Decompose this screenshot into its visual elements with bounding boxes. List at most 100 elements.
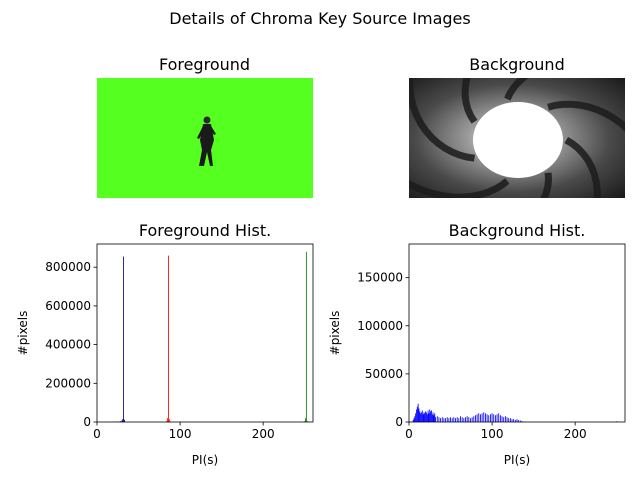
- background-bar: [418, 404, 419, 422]
- foreground-xtick-label: 200: [252, 427, 275, 441]
- background-bar: [453, 417, 454, 422]
- background-bar: [492, 413, 493, 422]
- background-bar: [440, 418, 441, 422]
- background-bar: [493, 414, 494, 422]
- background-bar: [468, 417, 469, 422]
- background-bar: [437, 416, 438, 422]
- foreground-ytick-label: 0: [83, 415, 91, 429]
- foreground-bar: [305, 418, 306, 422]
- background-bar: [517, 419, 518, 422]
- background-bar: [443, 418, 444, 422]
- background-bar: [414, 416, 415, 422]
- background-xlabel: PI(s): [504, 453, 530, 467]
- background-ylabel: #pixels: [328, 311, 342, 356]
- background-bar: [442, 417, 443, 422]
- background-bar: [427, 414, 428, 422]
- background-bar: [416, 409, 417, 422]
- background-bar: [497, 414, 498, 422]
- foreground-hist-title: Foreground Hist.: [139, 221, 271, 240]
- background-bar: [510, 418, 511, 422]
- background-bar: [483, 412, 484, 422]
- background-ytick-label: 150000: [357, 271, 403, 285]
- background-ytick-label: 50000: [365, 367, 403, 381]
- background-bar: [460, 416, 461, 422]
- background-bar: [419, 409, 420, 422]
- background-ytick-label: 0: [395, 415, 403, 429]
- background-axes-frame: [409, 244, 625, 422]
- background-bar: [430, 411, 431, 422]
- background-bar: [457, 417, 458, 422]
- foreground-ytick-label: 600000: [45, 299, 91, 313]
- background-bar: [495, 415, 496, 422]
- background-bar: [503, 417, 504, 422]
- foreground-ylabel: #pixels: [16, 311, 30, 356]
- background-bar: [473, 416, 474, 422]
- background-bar: [432, 414, 433, 422]
- foreground-bar: [123, 257, 124, 422]
- foreground-histogram: Foreground Hist. 0 100 200 0 200000 400000 6000…: [16, 221, 313, 467]
- background-bar: [490, 414, 491, 422]
- background-bar: [438, 417, 439, 422]
- foreground-bar: [122, 419, 123, 422]
- background-bar: [419, 411, 420, 422]
- background-bar: [508, 418, 509, 422]
- background-bar: [429, 409, 430, 422]
- foreground-ytick-label: 200000: [45, 376, 91, 390]
- background-bar: [435, 417, 436, 422]
- foreground-bar: [306, 252, 307, 422]
- background-xtick-label: 200: [564, 427, 587, 441]
- background-bar: [452, 418, 453, 422]
- background-bar: [465, 417, 466, 422]
- foreground-title: Foreground: [159, 55, 250, 74]
- background-hist-title: Background Hist.: [449, 221, 586, 240]
- background-bar: [420, 413, 421, 422]
- background-bar: [448, 418, 449, 422]
- background-ytick-label: 100000: [357, 319, 403, 333]
- background-bar: [487, 414, 488, 422]
- background-bar: [424, 412, 425, 422]
- foreground-xtick-label: 100: [169, 427, 192, 441]
- foreground-xlabel: PI(s): [192, 453, 218, 467]
- background-bar: [513, 419, 514, 422]
- background-bar: [445, 418, 446, 422]
- background-bar: [434, 415, 435, 422]
- background-title: Background: [469, 55, 564, 74]
- background-bar: [507, 417, 508, 422]
- foreground-xtick-label: 0: [93, 427, 101, 441]
- green-screen-person-image: [97, 78, 313, 198]
- background-bar: [414, 418, 415, 422]
- foreground-ytick-label: 400000: [45, 338, 91, 352]
- background-bar: [422, 410, 423, 422]
- background-bar: [434, 413, 435, 422]
- background-bar: [472, 417, 473, 422]
- background-bar: [433, 412, 434, 422]
- foreground-ytick-label: 800000: [45, 260, 91, 274]
- background-bar: [478, 413, 479, 422]
- background-bar: [463, 418, 464, 422]
- background-bar: [505, 416, 506, 422]
- background-bar: [475, 415, 476, 422]
- background-bar: [485, 413, 486, 422]
- barrel-opening: [473, 102, 563, 178]
- foreground-bar: [167, 418, 168, 422]
- background-bar: [500, 415, 501, 422]
- background-bar: [426, 412, 427, 422]
- background-bar: [425, 411, 426, 422]
- background-bar: [482, 413, 483, 422]
- background-bar: [431, 410, 432, 422]
- gun-barrel-spiral-image: [349, 1, 640, 292]
- background-bar: [423, 414, 424, 422]
- background-bar: [462, 417, 463, 422]
- background-bar: [458, 418, 459, 422]
- background-bar: [421, 412, 422, 422]
- foreground-bar: [169, 419, 170, 422]
- background-bar: [455, 418, 456, 422]
- background-xtick-label: 0: [405, 427, 413, 441]
- background-bar: [512, 419, 513, 422]
- background-bar: [417, 407, 418, 422]
- foreground-axes-frame: [97, 244, 313, 422]
- background-bar: [502, 416, 503, 422]
- figure-title: Details of Chroma Key Source Images: [169, 9, 470, 28]
